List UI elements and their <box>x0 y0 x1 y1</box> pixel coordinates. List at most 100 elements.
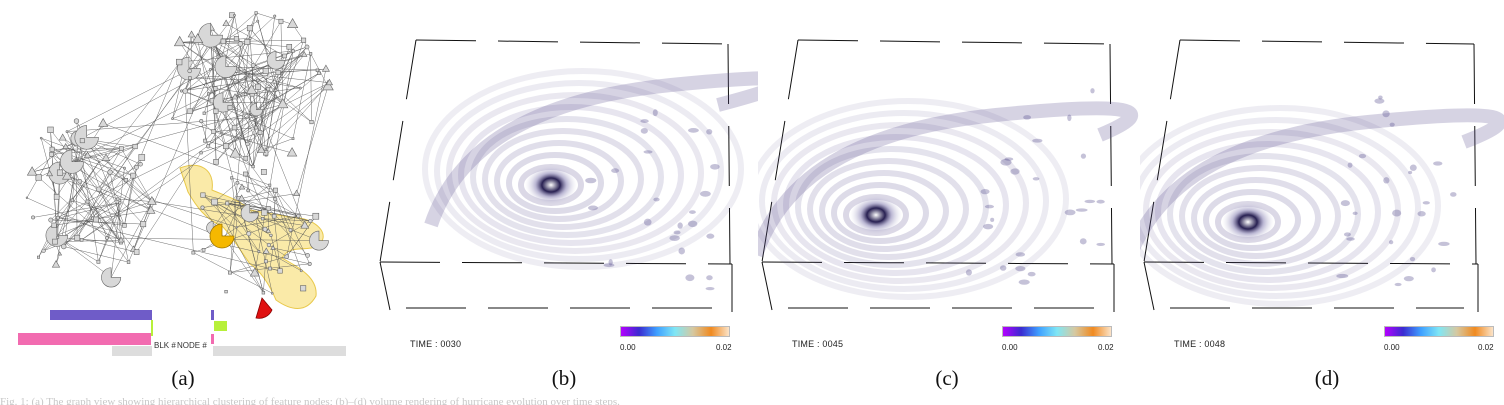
graph-node[interactable] <box>244 39 251 45</box>
graph-node[interactable] <box>261 291 266 295</box>
graph-node[interactable] <box>269 233 273 237</box>
graph-node[interactable] <box>257 130 263 135</box>
graph-node[interactable] <box>211 129 216 134</box>
graph-node[interactable] <box>270 244 276 250</box>
graph-node[interactable] <box>286 44 293 50</box>
graph-node[interactable] <box>140 221 147 228</box>
graph-node[interactable] <box>74 125 99 150</box>
graph-node[interactable] <box>213 86 218 91</box>
graph-node[interactable] <box>123 178 128 183</box>
graph-node[interactable] <box>188 76 192 80</box>
graph-node[interactable] <box>117 236 125 243</box>
graph-node[interactable] <box>132 143 138 150</box>
graph-node[interactable] <box>228 270 232 275</box>
graph-node[interactable] <box>118 201 122 205</box>
graph-node[interactable] <box>227 105 233 111</box>
highlighted-node-red[interactable] <box>255 297 273 319</box>
graph-node[interactable] <box>200 205 205 210</box>
graph-node[interactable] <box>83 151 92 158</box>
graph-node[interactable] <box>138 154 146 161</box>
graph-node[interactable] <box>52 238 58 245</box>
graph-node[interactable] <box>243 155 249 161</box>
graph-node[interactable] <box>206 92 210 96</box>
graph-node[interactable] <box>249 103 263 117</box>
graph-node[interactable] <box>37 255 40 259</box>
graph-node[interactable] <box>107 169 113 175</box>
graph-node[interactable] <box>246 25 253 32</box>
graph-node[interactable] <box>191 250 196 255</box>
graph-node[interactable] <box>85 199 90 204</box>
graph-node[interactable] <box>308 52 313 56</box>
graph-node[interactable] <box>308 218 313 223</box>
graph-node[interactable] <box>73 118 80 124</box>
graph-node[interactable] <box>202 111 206 115</box>
graph-node[interactable] <box>300 220 310 229</box>
graph-node[interactable] <box>262 67 269 75</box>
graph-node[interactable] <box>288 228 293 232</box>
graph-node[interactable] <box>123 166 126 170</box>
graph-node[interactable] <box>265 205 271 211</box>
graph-node[interactable] <box>39 136 43 140</box>
volume-render-d[interactable] <box>1140 0 1504 362</box>
graph-node[interactable] <box>266 242 271 248</box>
graph-node[interactable] <box>31 215 35 220</box>
graph-node[interactable] <box>53 193 60 200</box>
graph-node[interactable] <box>237 41 244 47</box>
graph-node[interactable] <box>199 151 203 155</box>
graph-node[interactable] <box>273 14 277 18</box>
graph-node[interactable] <box>57 251 63 256</box>
graph-node[interactable] <box>213 108 219 114</box>
graph-node[interactable] <box>130 172 137 179</box>
graph-node[interactable] <box>25 196 29 199</box>
graph-node[interactable] <box>235 180 240 185</box>
graph-node[interactable] <box>233 36 239 42</box>
graph-node[interactable] <box>122 223 127 228</box>
graph-node[interactable] <box>51 260 61 268</box>
graph-node[interactable] <box>245 141 250 147</box>
node-bar-purple[interactable] <box>211 310 214 320</box>
graph-node[interactable] <box>206 144 211 149</box>
graph-node[interactable] <box>96 186 102 192</box>
graph-node[interactable] <box>96 259 101 264</box>
graph-node[interactable] <box>300 285 307 292</box>
graph-node[interactable] <box>296 213 301 219</box>
graph-node[interactable] <box>126 260 131 264</box>
graph-node[interactable] <box>325 78 333 86</box>
graph-node[interactable] <box>304 44 310 50</box>
graph-node[interactable] <box>309 120 314 125</box>
graph-node[interactable] <box>133 249 140 255</box>
graph-node[interactable] <box>298 86 302 90</box>
graph-node[interactable] <box>254 11 258 15</box>
graph-node[interactable] <box>59 149 84 174</box>
graph-node[interactable] <box>214 55 238 78</box>
graph-node[interactable] <box>274 88 278 92</box>
graph-node[interactable] <box>58 133 67 141</box>
graph-node[interactable] <box>254 125 258 130</box>
graph-node[interactable] <box>246 188 250 193</box>
graph-node[interactable] <box>321 64 330 72</box>
graph-node[interactable] <box>74 234 81 241</box>
graph-node[interactable] <box>199 119 204 124</box>
graph-node[interactable] <box>51 222 57 228</box>
graph-node[interactable] <box>257 250 261 253</box>
block-bar-green-small[interactable] <box>151 320 153 336</box>
graph-node[interactable] <box>116 197 120 201</box>
graph-node[interactable] <box>251 164 255 169</box>
graph-node[interactable] <box>62 143 70 149</box>
graph-node[interactable] <box>101 267 122 288</box>
graph-node[interactable] <box>225 201 230 206</box>
graph-node[interactable] <box>268 183 272 187</box>
graph-node[interactable] <box>275 69 281 75</box>
graph-node[interactable] <box>146 196 157 205</box>
graph-node[interactable] <box>229 147 241 158</box>
graph-node[interactable] <box>246 83 258 94</box>
graph-node[interactable] <box>208 68 212 71</box>
graph-node[interactable] <box>286 147 298 157</box>
graph-node[interactable] <box>77 178 83 184</box>
graph-node[interactable] <box>312 212 320 220</box>
volume-render-c[interactable] <box>758 0 1140 362</box>
graph-node[interactable] <box>101 153 111 161</box>
graph-node[interactable] <box>235 226 239 229</box>
graph-node[interactable] <box>65 130 69 133</box>
graph-node[interactable] <box>224 290 228 294</box>
